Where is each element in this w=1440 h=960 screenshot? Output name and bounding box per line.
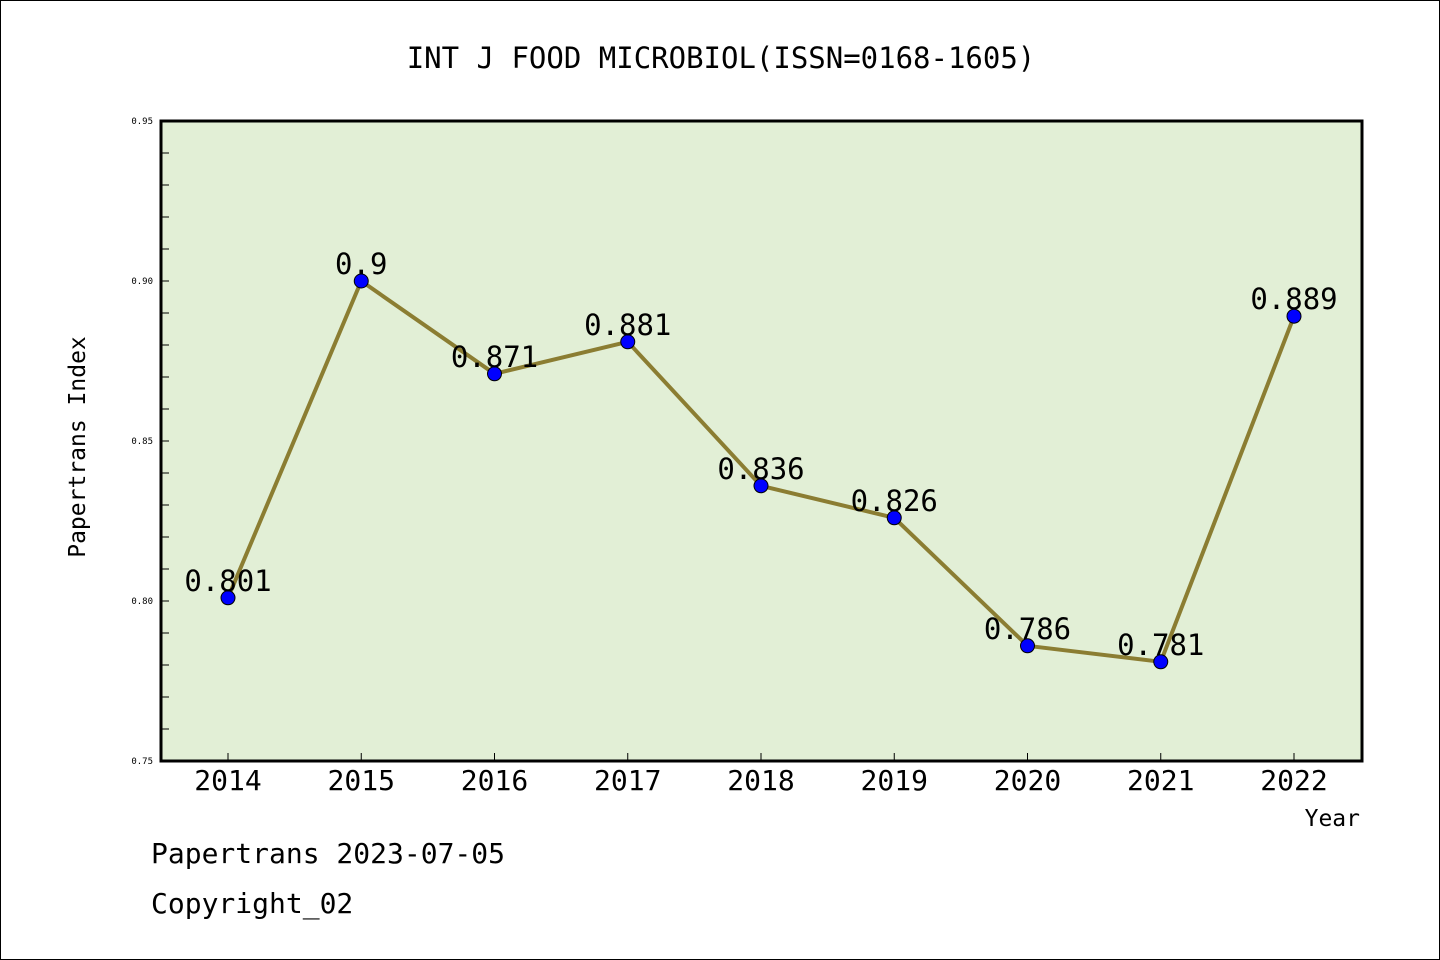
- y-axis-tick-label: 0.85: [131, 437, 153, 447]
- data-point: [487, 366, 502, 382]
- x-axis-tick-label: 2021: [1127, 764, 1194, 797]
- x-axis-tick-label: 2016: [461, 764, 528, 797]
- data-point: [1020, 638, 1035, 654]
- data-point: [620, 334, 636, 350]
- data-point: [1153, 654, 1169, 670]
- x-axis-tick-label: 2022: [1260, 764, 1327, 797]
- x-axis-tick-label: 2019: [861, 764, 928, 797]
- x-axis-tick-label: 2018: [727, 764, 794, 797]
- data-label: 0.826: [851, 484, 938, 518]
- data-point: [220, 590, 236, 606]
- data-point: [1286, 308, 1302, 324]
- data-label: 0.786: [984, 612, 1071, 646]
- y-axis-tick-label: 0.95: [131, 117, 153, 127]
- x-axis-tick-labels: 2014 2015 2016 2017 2018 2019 2020 2021 2022: [194, 764, 1327, 797]
- x-axis-ticks: [227, 753, 1295, 761]
- x-axis-tick-label: 2017: [594, 764, 661, 797]
- y-axis-title: Papertrans Index: [65, 336, 91, 558]
- data-labels-group: 0.801 0.9 0.871 0.881 0.836 0.826 0.786 0.781 0.…: [184, 247, 1337, 662]
- x-axis-tick-label: 2014: [194, 764, 261, 797]
- plot-area: [159, 119, 1364, 763]
- data-point: [886, 510, 902, 526]
- footer-date-text: Papertrans 2023-07-05: [151, 837, 506, 870]
- chart-title: INT J FOOD MICROBIOL(ISSN=0168-1605): [407, 41, 1036, 75]
- footer-copyright-text: Copyright_02: [151, 887, 354, 920]
- y-axis-tick-label: 0.80: [131, 597, 153, 607]
- x-axis-tick-label: 2015: [328, 764, 395, 797]
- data-label: 0.889: [1250, 282, 1337, 316]
- y-axis-tick-label: 0.75: [131, 757, 153, 767]
- y-axis-tick-labels: 0.75 0.80 0.85 0.90 0.95: [131, 117, 153, 767]
- series-points-group: [220, 273, 1302, 670]
- data-label: 0.881: [584, 308, 671, 342]
- data-label: 0.801: [184, 564, 271, 598]
- data-label: 0.871: [451, 340, 538, 374]
- x-axis-tick-label: 2020: [994, 764, 1061, 797]
- data-label: 0.781: [1117, 628, 1204, 662]
- y-axis-minor-ticks: [161, 120, 169, 762]
- y-axis-tick-label: 0.90: [131, 277, 153, 287]
- x-axis-title: Year: [1305, 806, 1360, 832]
- data-point: [353, 273, 369, 289]
- data-label: 0.836: [717, 452, 804, 486]
- data-point: [753, 478, 769, 494]
- data-label: 0.9: [335, 247, 387, 281]
